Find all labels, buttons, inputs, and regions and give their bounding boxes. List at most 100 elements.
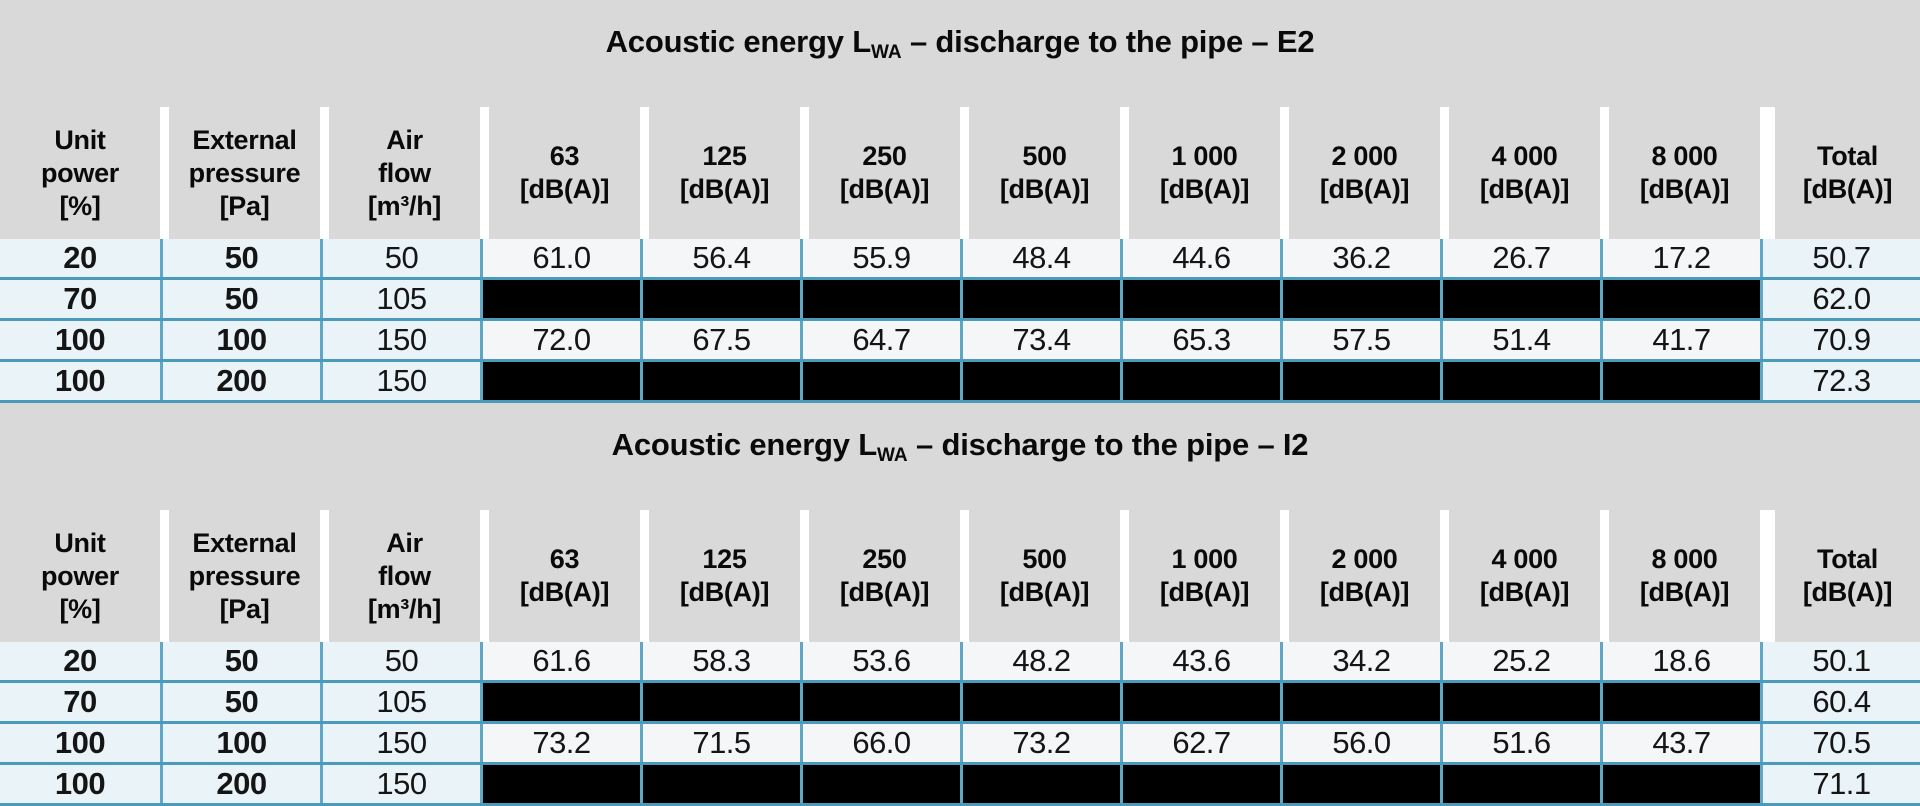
header-line: 63 [549, 141, 580, 171]
redacted-cell [640, 765, 800, 803]
redacted-cell [480, 683, 640, 721]
redacted-cell [480, 362, 640, 400]
redacted-cell [960, 683, 1120, 721]
table-title-band: Acoustic energy LWA – discharge to the p… [0, 403, 1920, 510]
header-line: 1 000 [1171, 544, 1238, 574]
header-line: [dB(A)] [1802, 577, 1893, 607]
cell-63: 73.2 [480, 724, 640, 762]
redacted-cell [1120, 765, 1280, 803]
header-air-flow: Air flow [m³/h] [320, 510, 480, 642]
acoustic-table-e2: Acoustic energy LWA – discharge to the p… [0, 0, 1920, 403]
cell-1000: 43.6 [1120, 642, 1280, 680]
title-subscript: WA [876, 444, 908, 466]
header-2000: 2 000 [dB(A)] [1280, 510, 1440, 642]
cell-unit-power: 100 [0, 724, 160, 762]
header-row: Unit power [%] External pressure [Pa] Air flo… [0, 107, 1920, 239]
cell-2000: 56.0 [1280, 724, 1440, 762]
cell-total: 71.1 [1760, 765, 1920, 803]
header-line: 2 000 [1331, 141, 1398, 171]
header-air-flow: Air flow [m³/h] [320, 107, 480, 239]
header-line: flow [378, 157, 431, 188]
cell-2000: 34.2 [1280, 642, 1440, 680]
header-125: 125 [dB(A)] [640, 107, 800, 239]
cell-unit-power: 70 [0, 683, 160, 721]
header-line: [m³/h] [367, 593, 442, 624]
cell-external-pressure: 100 [160, 321, 320, 359]
cell-total: 60.4 [1760, 683, 1920, 721]
header-line: 4 000 [1491, 141, 1558, 171]
header-line: [m³/h] [367, 190, 442, 221]
header-line: 250 [862, 544, 907, 574]
redacted-cell [1120, 362, 1280, 400]
header-63: 63 [dB(A)] [480, 107, 640, 239]
cell-125: 67.5 [640, 321, 800, 359]
cell-external-pressure: 50 [160, 642, 320, 680]
redacted-cell [640, 362, 800, 400]
redacted-cell [1280, 765, 1440, 803]
redacted-cell [480, 280, 640, 318]
cell-air-flow: 105 [320, 683, 480, 721]
cell-63: 61.6 [480, 642, 640, 680]
header-line: Unit [54, 527, 106, 558]
header-line: 125 [702, 544, 747, 574]
header-line: 8 000 [1651, 544, 1718, 574]
header-line: [dB(A)] [1319, 577, 1410, 607]
header-line: [%] [59, 190, 101, 221]
cell-external-pressure: 100 [160, 724, 320, 762]
table-row: 100 200 150 72.3 [0, 362, 1920, 403]
title-text: – discharge to the pipe – E2 [901, 23, 1315, 59]
header-line: Total [1817, 141, 1878, 171]
header-1000: 1 000 [dB(A)] [1120, 510, 1280, 642]
cell-total: 50.7 [1760, 239, 1920, 277]
cell-8000: 43.7 [1600, 724, 1760, 762]
cell-total: 72.3 [1760, 362, 1920, 400]
header-line: 1 000 [1171, 141, 1238, 171]
cell-air-flow: 150 [320, 362, 480, 400]
header-line: [dB(A)] [679, 174, 770, 204]
header-line: [dB(A)] [1639, 174, 1730, 204]
title-text: – discharge to the pipe – I2 [907, 426, 1309, 462]
cell-unit-power: 100 [0, 765, 160, 803]
table-row: 100 200 150 71.1 [0, 765, 1920, 806]
header-line: Air [386, 124, 423, 155]
cell-1000: 65.3 [1120, 321, 1280, 359]
cell-500: 48.4 [960, 239, 1120, 277]
table-row: 70 50 105 60.4 [0, 683, 1920, 724]
redacted-cell [960, 765, 1120, 803]
redacted-cell [480, 765, 640, 803]
table-row: 20 50 50 61.0 56.4 55.9 48.4 44.6 36.2 2… [0, 239, 1920, 280]
redacted-cell [1600, 362, 1760, 400]
cell-external-pressure: 50 [160, 280, 320, 318]
header-4000: 4 000 [dB(A)] [1440, 510, 1600, 642]
redacted-cell [640, 683, 800, 721]
cell-125: 56.4 [640, 239, 800, 277]
redacted-cell [800, 362, 960, 400]
header-line: pressure [188, 560, 301, 591]
header-line: [dB(A)] [519, 577, 610, 607]
cell-total: 50.1 [1760, 642, 1920, 680]
cell-125: 58.3 [640, 642, 800, 680]
header-63: 63 [dB(A)] [480, 510, 640, 642]
header-500: 500 [dB(A)] [960, 107, 1120, 239]
cell-4000: 51.4 [1440, 321, 1600, 359]
title-subscript: WA [870, 41, 902, 63]
redacted-cell [1120, 683, 1280, 721]
redacted-cell [800, 683, 960, 721]
cell-63: 72.0 [480, 321, 640, 359]
header-line: [dB(A)] [519, 174, 610, 204]
table-row: 100 100 150 73.2 71.5 66.0 73.2 62.7 56.… [0, 724, 1920, 765]
cell-2000: 57.5 [1280, 321, 1440, 359]
cell-external-pressure: 50 [160, 683, 320, 721]
header-line: power [40, 157, 119, 188]
header-line: 4 000 [1491, 544, 1558, 574]
header-line: Unit [54, 124, 106, 155]
redacted-cell [1600, 765, 1760, 803]
header-external-pressure: External pressure [Pa] [160, 510, 320, 642]
header-8000: 8 000 [dB(A)] [1600, 107, 1760, 239]
header-line: 250 [862, 141, 907, 171]
cell-250: 64.7 [800, 321, 960, 359]
header-unit-power: Unit power [%] [0, 107, 160, 239]
header-line: External [192, 527, 297, 558]
header-line: [dB(A)] [1802, 174, 1893, 204]
cell-total: 70.5 [1760, 724, 1920, 762]
